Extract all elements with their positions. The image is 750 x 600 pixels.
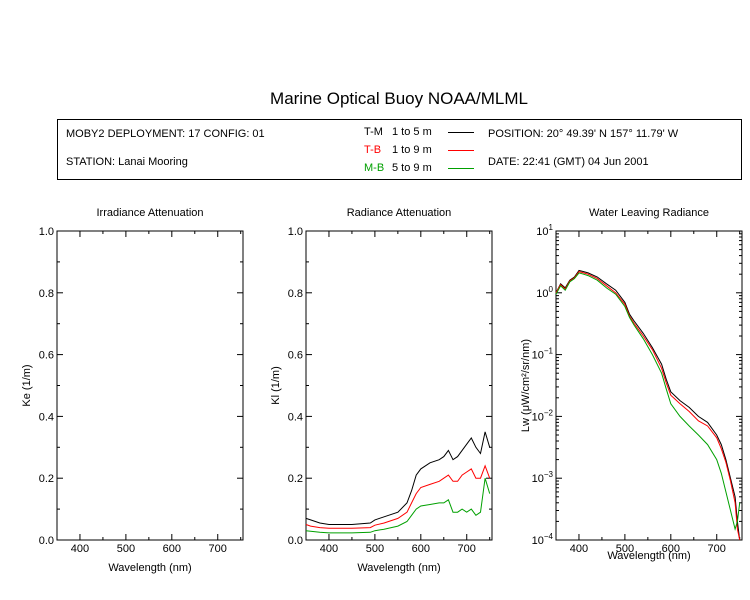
y-tick-label: 10−2 (532, 408, 554, 423)
plot-frame (305, 230, 493, 541)
x-tick-label: 700 (708, 543, 726, 555)
legend-line-mb (448, 168, 474, 169)
y-tick-label: 10−1 (532, 347, 554, 362)
x-tick-label: 700 (209, 543, 227, 555)
plot-frame (56, 230, 244, 541)
plot-frame (555, 230, 743, 541)
deployment-label: MOBY2 DEPLOYMENT: 17 CONFIG: 01 (66, 128, 265, 140)
legend-line-tm (448, 132, 474, 133)
legend-range-tm: 1 to 5 m (392, 126, 432, 138)
legend-code-tb: T-B (364, 144, 382, 156)
series-line-t-m (305, 431, 491, 525)
y-tick-label: 101 (536, 223, 553, 238)
position-label: POSITION: 20° 49.39' N 157° 11.79' W (488, 128, 679, 140)
chart-2: Radiance Attenuation 400 500 600 700 Waveleng… (270, 207, 493, 574)
chart-title: Water Leaving Radiance (589, 207, 709, 219)
y-tick-label: 0.4 (39, 411, 54, 423)
x-axis-label: Wavelength (nm) (108, 562, 191, 574)
x-tick-label: 500 (117, 543, 135, 555)
x-tick-label: 600 (412, 543, 430, 555)
y-tick-label: 0.4 (288, 411, 303, 423)
series-line-t-m (555, 269, 741, 541)
legend-line-tb (448, 150, 474, 151)
y-tick-label: 100 (536, 285, 553, 300)
info-box: MOBY2 DEPLOYMENT: 17 CONFIG: 01 STATION:… (57, 119, 742, 180)
x-tick-label: 400 (320, 543, 338, 555)
y-tick-label: 10−3 (532, 470, 554, 485)
y-tick-label: 0.8 (288, 288, 303, 300)
legend-code-mb: M-B (364, 162, 385, 174)
legend-code-tm: T-M (364, 126, 383, 138)
y-tick-label: 0.2 (39, 473, 54, 485)
x-tick-label: 700 (458, 543, 476, 555)
legend-range-tb: 1 to 9 m (392, 144, 432, 156)
legend-range-mb: 5 to 9 m (392, 162, 432, 174)
x-tick-label: 400 (71, 543, 89, 555)
y-tick-label: 1.0 (288, 226, 303, 238)
x-tick-label: 400 (570, 543, 588, 555)
series-line-t-b (305, 464, 491, 529)
chart-title: Radiance Attenuation (347, 207, 452, 219)
y-axis-label: Kl (1/m) (270, 366, 282, 405)
station-label: STATION: Lanai Mooring (66, 156, 188, 168)
series-line-t-b (555, 271, 741, 541)
y-tick-label: 0.6 (288, 350, 303, 362)
chart-title: Irradiance Attenuation (96, 207, 203, 219)
y-tick-label: 0.0 (288, 535, 303, 547)
date-label: DATE: 22:41 (GMT) 04 Jun 2001 (488, 156, 649, 168)
y-tick-label: 1.0 (39, 226, 54, 238)
y-axis-label: Ke (1/m) (21, 364, 33, 406)
x-tick-label: 500 (616, 543, 634, 555)
x-tick-label: 600 (163, 543, 181, 555)
y-axis-label: Lw (μW/cm²/sr/nm) (520, 339, 532, 432)
x-axis-label: Wavelength (nm) (607, 550, 690, 562)
y-tick-label: 0.2 (288, 473, 303, 485)
x-axis-label: Wavelength (nm) (357, 562, 440, 574)
x-tick-label: 600 (662, 543, 680, 555)
x-tick-label: 500 (366, 543, 384, 555)
chart-3: Water Leaving Radiance 400 500 600 700 Wavele… (520, 207, 743, 562)
series-line-m-b (305, 478, 491, 534)
series-line-m-b (555, 272, 741, 531)
chart-1: Irradiance Attenuation 400 500 600 700 Wavele… (21, 207, 244, 574)
y-tick-label: 10−4 (532, 532, 554, 547)
y-tick-label: 0.8 (39, 288, 54, 300)
y-tick-label: 0.6 (39, 350, 54, 362)
page-title: Marine Optical Buoy NOAA/MLML (270, 89, 528, 108)
y-tick-label: 0.0 (39, 535, 54, 547)
